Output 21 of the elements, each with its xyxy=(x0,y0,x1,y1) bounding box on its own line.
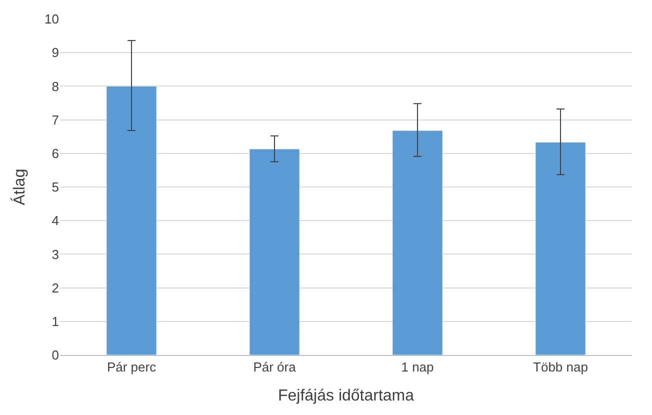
y-tick-label: 10 xyxy=(44,12,59,27)
bar xyxy=(249,148,300,355)
x-tick-label: Több nap xyxy=(533,360,588,375)
y-axis-title: Átlag xyxy=(10,168,28,206)
y-tick-label: 4 xyxy=(52,213,59,228)
bar xyxy=(392,130,443,355)
x-tick-label: Pár óra xyxy=(253,360,297,375)
y-tick-label: 7 xyxy=(52,112,59,128)
y-tick-label: 3 xyxy=(52,246,59,262)
x-tick-label: Pár perc xyxy=(106,360,157,375)
y-tick-label: 6 xyxy=(52,146,59,161)
y-tick-label: 0 xyxy=(52,348,59,363)
x-axis-title: Fejfájás időtartama xyxy=(278,387,414,404)
y-tick-label: 8 xyxy=(52,78,59,94)
y-tick-label: 5 xyxy=(52,180,59,195)
y-tick-label: 1 xyxy=(52,314,59,329)
bar xyxy=(106,86,157,355)
x-tick-label: 1 nap xyxy=(401,360,434,375)
y-tick-label: 9 xyxy=(52,45,59,60)
bar xyxy=(535,142,586,355)
y-tick-label: 2 xyxy=(52,280,59,296)
